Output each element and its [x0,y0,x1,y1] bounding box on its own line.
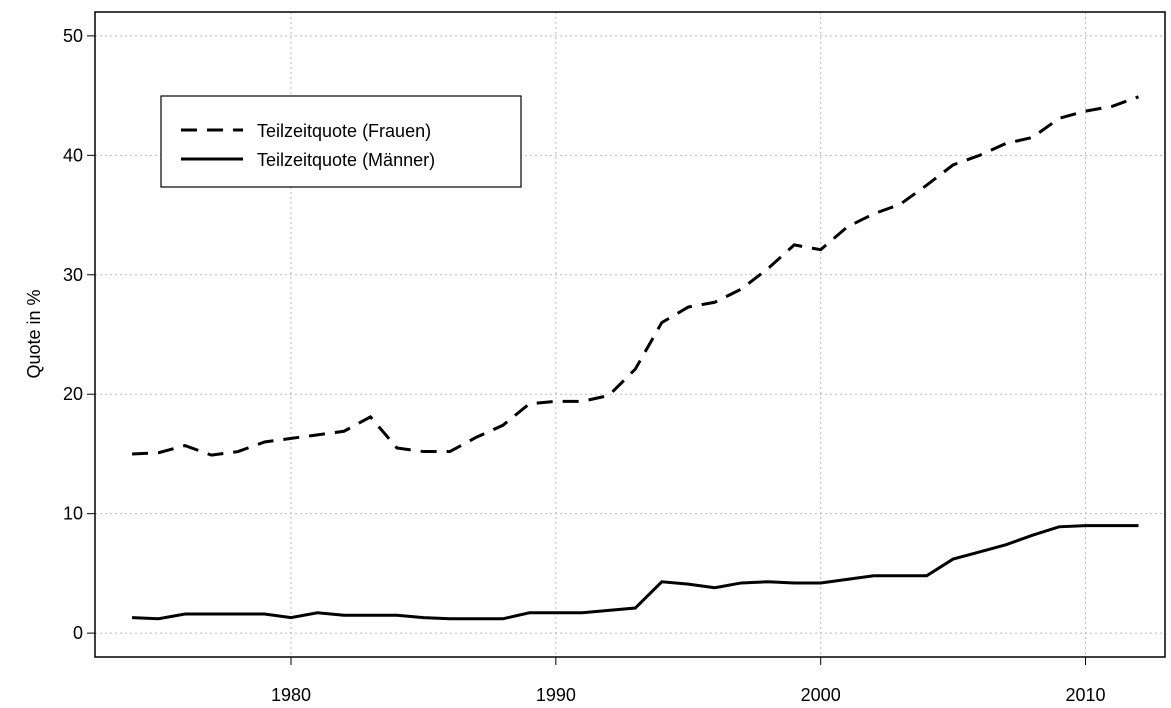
y-tick-label: 30 [63,265,83,285]
line [132,95,1140,457]
legend-label: Teilzeitquote (Männer) [257,150,435,170]
y-tick-label: 40 [63,145,83,165]
y-axis-label: Quote in % [24,289,44,378]
y-tick-label: 0 [73,623,83,643]
x-tick-label: 1980 [271,685,311,705]
x-tick-label: 2010 [1066,685,1106,705]
y-tick-label: 20 [63,384,83,404]
legend-box [160,95,522,188]
line [132,524,1139,621]
x-tick-label: 2000 [801,685,841,705]
x-tick-label: 1990 [536,685,576,705]
y-tick-label: 50 [63,26,83,46]
legend-label: Teilzeitquote (Frauen) [257,121,431,141]
y-tick-label: 10 [63,504,83,524]
plot-frame [94,11,1166,658]
